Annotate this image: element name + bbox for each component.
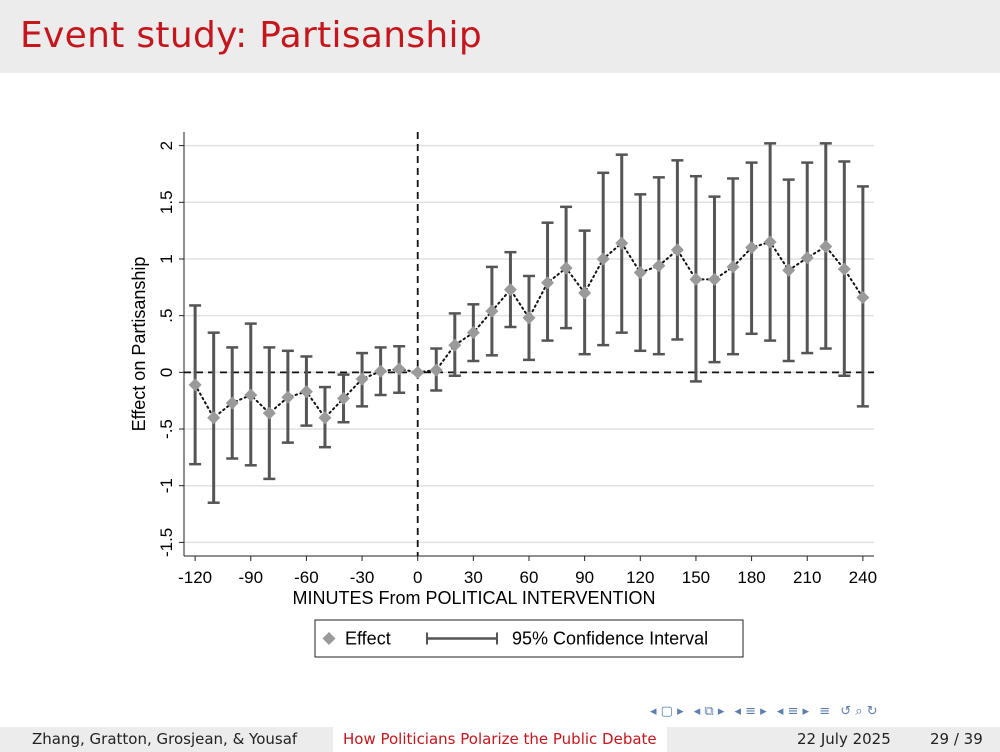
effect-point (337, 391, 351, 405)
effect-point (503, 283, 517, 297)
nav-subsection-icon[interactable]: ◂ ≡ ▸ (734, 704, 767, 719)
effect-point (485, 304, 499, 318)
legend-effect-label: Effect (345, 629, 391, 649)
effect-point (689, 272, 703, 286)
effect-point (522, 311, 536, 325)
x-axis-title: MINUTES From POLITICAL INTERVENTION (292, 588, 655, 608)
effect-point (299, 385, 313, 399)
effect-point (244, 388, 258, 402)
effect-point (559, 261, 573, 275)
effect-point (652, 259, 666, 273)
y-tick-label: -1.5 (157, 528, 176, 557)
footer-authors-box: Zhang, Gratton, Grosjean, & Yousaf (0, 727, 333, 752)
effect-point (763, 235, 777, 249)
effect-point (578, 286, 592, 300)
y-tick-label: 0 (157, 368, 176, 377)
slide-title: Event study: Partisanship (20, 15, 482, 56)
effect-point (782, 263, 796, 277)
y-tick-label: -.5 (157, 419, 176, 439)
effect-point (374, 364, 388, 378)
title-bar (0, 0, 1000, 73)
footer-talk-title: How Politicians Polarize the Public Deba… (343, 730, 657, 748)
effect-point (856, 291, 870, 305)
footer-authors: Zhang, Gratton, Grosjean, & Yousaf (32, 730, 298, 748)
nav-frame-next-icon[interactable]: ◂ ⧉ ▸ (693, 704, 725, 719)
y-tick-label: .5 (157, 309, 176, 323)
nav-section-prev-icon[interactable]: ◂ ≡ ▸ (776, 704, 810, 719)
legend-ci-label: 95% Confidence Interval (512, 629, 708, 649)
event-study-chart: -1.5 -1 -.5 0 .5 1 1.5 2 -120 -90 -60 -30 0 30 60 90 120… (129, 132, 877, 658)
effect-point (188, 378, 202, 392)
nav-search-icon[interactable]: ↺ ⌕ ↻ (840, 704, 878, 719)
effect-point (466, 326, 480, 340)
x-tick-label: 60 (520, 568, 539, 587)
effect-point (707, 272, 721, 286)
x-tick-label: 90 (575, 568, 594, 587)
footer-date: 22 July 2025 (797, 730, 891, 748)
footer-date-box: 22 July 2025 29 / 39 (667, 727, 1000, 752)
effect-point (318, 411, 332, 425)
effect-point (615, 236, 629, 250)
effect-point (262, 406, 276, 420)
nav-frame-prev-icon[interactable]: ◂ ▢ ▸ (650, 704, 684, 719)
beamer-nav-bar: ◂ ▢ ▸ ◂ ⧉ ▸ ◂ ≡ ▸ ◂ ≡ ▸ ≡ ↺ ⌕ ↻ (650, 704, 884, 719)
effect-point (596, 252, 610, 266)
effect-point (448, 338, 462, 352)
y-tick-label: 1.5 (157, 190, 176, 214)
effect-point (355, 372, 369, 386)
effect-point (207, 411, 221, 425)
effect-point (670, 243, 684, 257)
effect-point (837, 262, 851, 276)
effect-point (392, 362, 406, 376)
x-tick-label: -120 (178, 568, 212, 587)
footer-page: 29 / 39 (930, 730, 983, 748)
y-axis-title: Effect on Partisanship (129, 257, 149, 432)
x-tick-label: -30 (350, 568, 375, 587)
y-tick-label: -1 (157, 478, 176, 493)
effect-point (411, 365, 425, 379)
legend-effect-marker (322, 632, 336, 645)
x-tick-label: 180 (737, 568, 765, 587)
effect-point (541, 276, 555, 290)
effect-point (745, 241, 759, 255)
effect-point (429, 363, 443, 377)
x-tick-label: 0 (413, 568, 422, 587)
x-tick-label: 210 (793, 568, 821, 587)
x-tick-label: 150 (682, 568, 710, 587)
effect-point (225, 396, 239, 410)
x-tick-label: 120 (626, 568, 654, 587)
effect-point (281, 390, 295, 404)
legend-box (314, 619, 744, 658)
effect-point (800, 251, 814, 265)
x-tick-label: -60 (294, 568, 319, 587)
footer-title-box: How Politicians Polarize the Public Deba… (333, 727, 667, 752)
x-tick-label: 30 (464, 568, 483, 587)
effect-point (726, 260, 740, 274)
x-tick-label: 240 (849, 568, 877, 587)
y-tick-label: 1 (157, 254, 176, 263)
x-tick-label: -90 (238, 568, 263, 587)
effect-point (819, 240, 833, 254)
y-tick-label: 2 (157, 141, 176, 150)
nav-toc-icon[interactable]: ≡ (819, 704, 831, 719)
effect-point (633, 266, 647, 280)
